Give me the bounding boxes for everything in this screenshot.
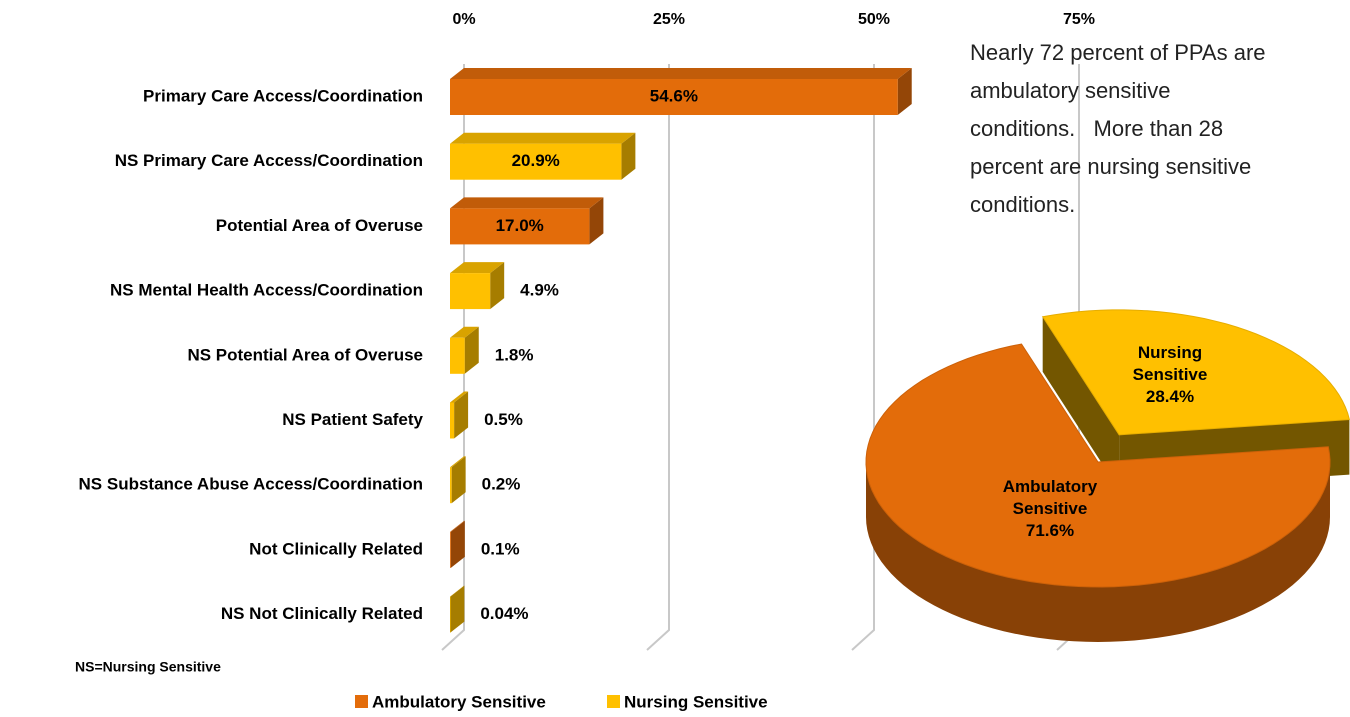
bar-top [450,520,465,532]
bar-top [450,262,505,274]
category-label: NS Patient Safety [282,410,423,429]
bar-top [450,585,465,597]
bar-top [450,197,604,209]
category-label: NS Primary Care Access/Coordination [115,151,423,170]
bar [450,531,451,568]
category-label: Potential Area of Overuse [216,216,423,235]
x-tick-label: 50% [858,11,890,28]
slice-wall [1042,316,1120,490]
value-label: 1.8% [495,345,534,364]
value-label: 0.1% [481,539,520,558]
bar [450,596,451,633]
bar [450,143,622,180]
bar-side [451,456,466,504]
pie-label-name: Ambulatory Sensitive [1002,477,1098,518]
x-tick-label: 0% [452,11,475,28]
bar-side [589,197,604,245]
bar-top [450,68,912,79]
x-tick-label: 25% [653,11,685,28]
bar-side [621,132,636,180]
category-label: Primary Care Access/Coordination [143,86,423,105]
slice [865,343,1331,588]
value-label: 4.9% [520,281,559,300]
legend-swatch [355,695,368,708]
slice [1041,309,1350,436]
pie-label: Ambulatory Sensitive 71.6% [990,476,1110,542]
annotation: Nearly 72 percent of PPAs are ambulatory… [970,40,1272,217]
slice-side [866,462,1330,642]
bar-top [450,456,466,468]
bar [450,208,590,245]
category-label: NS Substance Abuse Access/Coordination [79,475,423,494]
grid-line [851,64,875,651]
pie-label-name: Nursing Sensitive [1132,343,1208,384]
pie-label: Nursing Sensitive 28.4% [1120,342,1220,408]
category-label: NS Mental Health Access/Coordination [110,281,423,300]
bar-top [450,132,636,144]
category-label: NS Potential Area of Overuse [187,345,423,364]
bar [450,467,452,504]
bar-side [450,520,465,568]
category-label: NS Not Clinically Related [221,604,423,623]
bar [450,402,455,439]
category-label: Not Clinically Related [249,539,423,558]
bar-top [450,391,469,403]
legend-label: Nursing Sensitive [624,692,768,711]
bar [450,273,491,310]
bar [450,79,898,115]
legend-label: Ambulatory Sensitive [372,692,546,711]
x-tick-label: 75% [1063,11,1095,28]
value-label: 0.04% [480,604,528,623]
bar [450,337,465,374]
footnote: NS=Nursing Sensitive [75,659,221,675]
bar-side [450,585,465,633]
grid-line [646,64,670,651]
value-label: 17.0% [496,216,544,235]
bar-side [464,326,479,374]
bar-side [454,391,469,439]
pie-label-value: 71.6% [1025,521,1075,540]
value-label: 20.9% [512,151,560,170]
bar-side [490,262,505,310]
pie-label-value: 28.4% [1145,387,1195,406]
value-label: 0.5% [484,410,523,429]
grid-line [441,64,465,651]
legend-swatch [607,695,620,708]
value-label: 54.6% [650,86,698,105]
bar-top [450,326,479,338]
bar-side [897,68,912,115]
value-label: 0.2% [482,475,521,494]
